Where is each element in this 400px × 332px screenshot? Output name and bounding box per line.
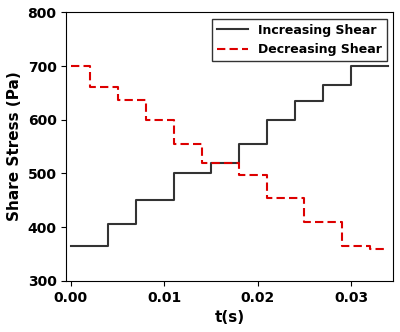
Increasing Shear [321, 83, 326, 87]
Increasing Shear [264, 118, 269, 122]
Increasing Shear [106, 222, 111, 226]
Decreasing Shear [87, 64, 92, 68]
Decreasing Shear [367, 244, 372, 248]
Decreasing Shear [171, 142, 176, 146]
Increasing Shear [171, 171, 176, 175]
X-axis label: t(s): t(s) [214, 310, 245, 325]
Decreasing Shear [339, 220, 344, 224]
Increasing Shear [106, 244, 111, 248]
Increasing Shear [236, 161, 241, 165]
Decreasing Shear [115, 98, 120, 102]
Decreasing Shear [236, 161, 241, 165]
Increasing Shear [293, 118, 298, 122]
Line: Increasing Shear: Increasing Shear [71, 66, 388, 246]
Decreasing Shear [264, 196, 269, 200]
Increasing Shear [349, 64, 354, 68]
Decreasing Shear [367, 247, 372, 251]
Decreasing Shear [68, 64, 73, 68]
Decreasing Shear [115, 85, 120, 89]
Decreasing Shear [386, 247, 391, 251]
Decreasing Shear [143, 98, 148, 102]
Increasing Shear [293, 99, 298, 103]
Decreasing Shear [171, 118, 176, 122]
Increasing Shear [134, 222, 139, 226]
Increasing Shear [208, 161, 213, 165]
Legend: Increasing Shear, Decreasing Shear: Increasing Shear, Decreasing Shear [212, 19, 387, 61]
Increasing Shear [321, 99, 326, 103]
Increasing Shear [68, 244, 73, 248]
Increasing Shear [134, 198, 139, 202]
Increasing Shear [264, 142, 269, 146]
Decreasing Shear [87, 85, 92, 89]
Y-axis label: Share Stress (Pa): Share Stress (Pa) [7, 72, 22, 221]
Increasing Shear [386, 64, 391, 68]
Decreasing Shear [199, 142, 204, 146]
Increasing Shear [208, 171, 213, 175]
Decreasing Shear [199, 161, 204, 165]
Increasing Shear [171, 198, 176, 202]
Line: Decreasing Shear: Decreasing Shear [71, 66, 388, 249]
Decreasing Shear [264, 173, 269, 177]
Decreasing Shear [302, 196, 307, 200]
Decreasing Shear [143, 118, 148, 122]
Decreasing Shear [236, 173, 241, 177]
Increasing Shear [236, 142, 241, 146]
Decreasing Shear [302, 220, 307, 224]
Decreasing Shear [339, 244, 344, 248]
Increasing Shear [349, 83, 354, 87]
